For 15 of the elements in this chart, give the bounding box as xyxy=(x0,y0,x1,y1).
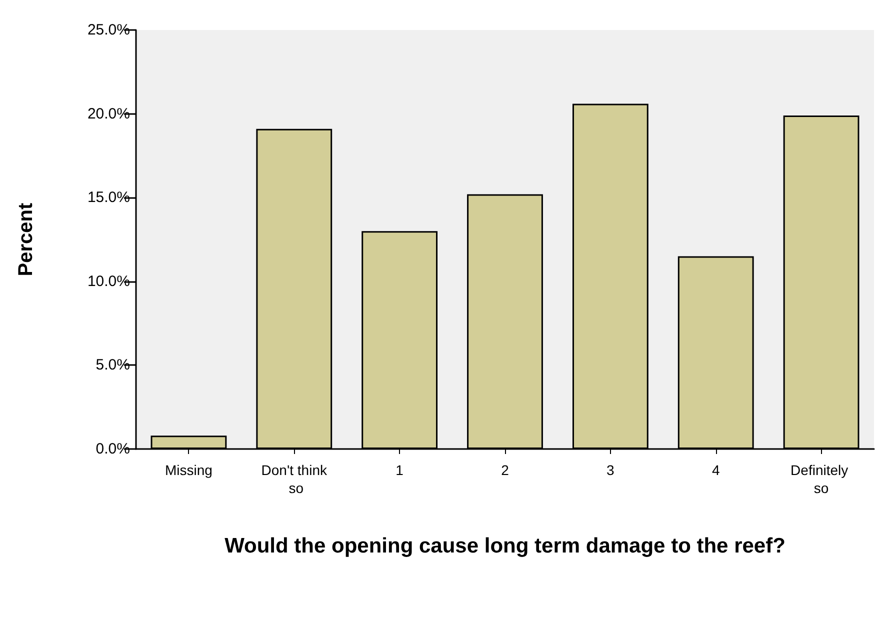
x-tick-label: 1 xyxy=(396,462,404,478)
x-tick-label: 4 xyxy=(712,462,720,478)
x-axis-title: Would the opening cause long term damage to the reef? xyxy=(224,534,786,558)
x-tick-label: Don't think so xyxy=(261,462,328,496)
x-tick-label: Definitely so xyxy=(790,462,852,496)
x-tick-label: 3 xyxy=(606,462,615,478)
y-tick-label: 20.0% xyxy=(87,105,130,122)
y-tick-label: 0.0% xyxy=(96,440,130,458)
y-tick-label: 10.0% xyxy=(87,272,130,290)
x-tick-label: Missing xyxy=(164,462,212,478)
y-axis-title: Percent xyxy=(15,202,37,276)
y-tick-label: 15.0% xyxy=(87,189,130,206)
y-tick-label: 5.0% xyxy=(96,356,130,374)
x-tick-label: 2 xyxy=(501,462,510,478)
y-tick-label: 25.0% xyxy=(87,22,130,38)
